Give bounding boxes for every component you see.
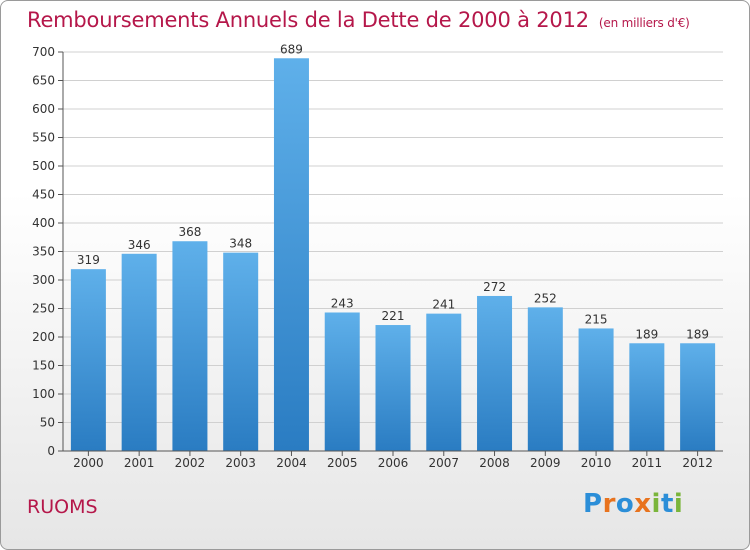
y-tick-label: 50	[40, 416, 55, 430]
y-axis-ticks: 0 50 100 150 200 250 300 350 400 450 500 550 600 650 7…	[32, 45, 63, 458]
x-tick-label: 2009	[530, 456, 561, 470]
y-tick-label: 500	[32, 159, 55, 173]
x-tick-label: 2000	[73, 456, 104, 470]
data-label: 348	[229, 237, 252, 251]
bar	[375, 325, 411, 451]
bar	[426, 313, 462, 451]
axes	[62, 52, 723, 452]
x-tick-label: 2003	[225, 456, 256, 470]
data-label: 241	[432, 298, 455, 312]
y-tick-label: 450	[32, 188, 55, 202]
data-label: 689	[280, 42, 303, 56]
data-label: 346	[128, 238, 151, 252]
y-tick-label: 200	[32, 330, 55, 344]
x-tick-label: 2010	[581, 456, 612, 470]
data-labels: 319 346 368 348 689 243 221 241 272 252 215 189 189	[77, 42, 709, 341]
y-tick-label: 300	[32, 273, 55, 287]
data-label: 221	[382, 309, 405, 323]
bar	[629, 343, 665, 451]
x-tick-label: 2005	[327, 456, 358, 470]
x-tick-label: 2001	[124, 456, 155, 470]
y-tick-label: 100	[32, 387, 55, 401]
data-label: 272	[483, 280, 506, 294]
bar	[527, 307, 563, 451]
x-tick-label: 2007	[428, 456, 459, 470]
y-tick-label: 350	[32, 245, 55, 259]
logo-letter: i	[673, 489, 684, 519]
x-tick-label: 2008	[479, 456, 510, 470]
logo-letter: r	[602, 489, 616, 519]
bar	[273, 58, 309, 452]
bar	[172, 241, 208, 451]
x-tick-label: 2011	[632, 456, 663, 470]
y-tick-label: 250	[32, 302, 55, 316]
logo-letter: o	[615, 489, 635, 519]
data-label: 189	[686, 327, 709, 341]
bar	[578, 328, 614, 451]
x-tick-label: 2002	[175, 456, 206, 470]
logo-letter: x	[634, 489, 652, 519]
y-tick-label: 700	[32, 45, 55, 59]
bar	[121, 253, 157, 451]
y-tick-label: 600	[32, 102, 55, 116]
chart-subtitle: (en milliers d'€)	[598, 16, 690, 30]
logo-letter: t	[660, 489, 674, 519]
data-label: 319	[77, 253, 100, 267]
bar	[680, 343, 716, 451]
bar	[477, 295, 513, 451]
logo-letter: P	[583, 489, 603, 519]
x-tick-label: 2012	[682, 456, 713, 470]
data-label: 252	[534, 291, 557, 305]
data-label: 189	[635, 327, 658, 341]
y-tick-label: 0	[47, 444, 55, 458]
bar	[324, 312, 360, 451]
data-label: 215	[585, 312, 608, 326]
y-tick-label: 150	[32, 359, 55, 373]
y-tick-label: 400	[32, 216, 55, 230]
chart-title: Remboursements Annuels de la Dette de 20…	[27, 8, 690, 32]
y-tick-label: 650	[32, 74, 55, 88]
data-label: 243	[331, 296, 354, 310]
commune-name: RUOMS	[27, 496, 98, 518]
y-tick-label: 550	[32, 131, 55, 145]
title-text: Remboursements Annuels de la Dette de 20…	[27, 8, 589, 32]
bar	[70, 269, 106, 451]
proxiti-logo: Proxiti	[583, 489, 683, 519]
bar	[223, 252, 259, 451]
x-tick-label: 2004	[276, 456, 307, 470]
data-label: 368	[178, 225, 201, 239]
bars	[70, 58, 716, 452]
x-axis-ticks: 2000 2001 2002 2003 2004 2005 2006 2007 2008 2009…	[73, 451, 713, 470]
x-tick-label: 2006	[378, 456, 409, 470]
logo-letter: i	[651, 489, 661, 519]
